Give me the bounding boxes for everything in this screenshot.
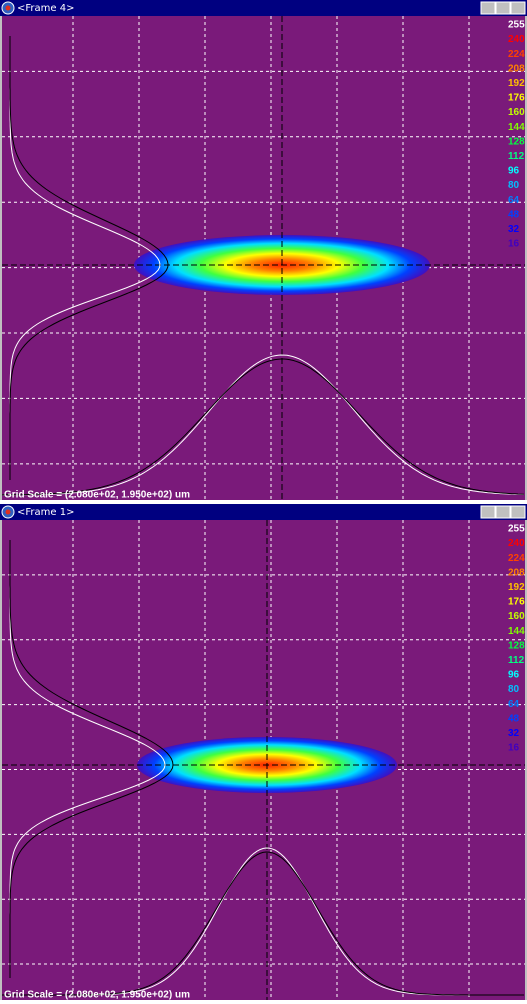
- scale-label: 48: [508, 713, 520, 724]
- scale-label: 160: [508, 107, 525, 118]
- scale-label: 64: [508, 195, 520, 206]
- scale-label: 80: [508, 180, 520, 191]
- grid-scale: Grid Scale = (2.080e+02, 1.950e+02) um: [4, 490, 190, 501]
- scale-label: 240: [508, 34, 525, 45]
- scale-label: 96: [508, 670, 520, 681]
- title-bar: [0, 504, 527, 520]
- maximize-button[interactable]: [496, 506, 510, 518]
- scale-label: 64: [508, 699, 520, 710]
- window: <Frame 4> 255 240 224 208 192 176 160 144 128 112 9…: [0, 0, 527, 501]
- scale-label: 255: [508, 20, 525, 31]
- scale-label: 255: [508, 524, 525, 535]
- scale-label: 32: [508, 224, 520, 235]
- maximize-button[interactable]: [496, 2, 510, 14]
- scale-label: 128: [508, 640, 525, 651]
- minimize-button[interactable]: [481, 2, 495, 14]
- scale-label: 192: [508, 78, 525, 89]
- scale-label: 112: [508, 655, 525, 666]
- scale-label: 208: [508, 567, 525, 578]
- scale-label: 208: [508, 63, 525, 74]
- scale-label: 96: [508, 166, 520, 177]
- scale-label: 176: [508, 597, 525, 608]
- close-button[interactable]: [511, 2, 525, 14]
- scale-label: 128: [508, 136, 525, 147]
- scale-label: 144: [508, 626, 525, 637]
- title-bar: [0, 0, 527, 16]
- scale-label: 16: [508, 239, 520, 250]
- scale-label: 80: [508, 684, 520, 695]
- scale-label: 144: [508, 122, 525, 133]
- app-icon-dot: [6, 510, 11, 515]
- scale-label: 48: [508, 209, 520, 220]
- scale-label: 240: [508, 538, 525, 549]
- minimize-button[interactable]: [481, 506, 495, 518]
- scale-label: 112: [508, 151, 525, 162]
- screen: <Frame 4> 255 240 224 208 192 176 160 144 128 112 9…: [0, 0, 527, 1000]
- scale-label: 224: [508, 49, 525, 60]
- scale-label: 224: [508, 553, 525, 564]
- scale-label: 32: [508, 728, 520, 739]
- scale-label: 16: [508, 743, 520, 754]
- scale-label: 176: [508, 93, 525, 104]
- scale-label: 160: [508, 611, 525, 622]
- window-title: <Frame 1>: [17, 507, 74, 518]
- app-icon-dot: [6, 6, 11, 11]
- window: <Frame 1> 255 240 224 208 192 176 160 144 128 112 9…: [0, 504, 527, 1000]
- close-button[interactable]: [511, 506, 525, 518]
- window-title: <Frame 4>: [17, 3, 74, 14]
- grid-scale: Grid Scale = (2.080e+02, 1.950e+02) um: [4, 990, 190, 1000]
- scale-label: 192: [508, 582, 525, 593]
